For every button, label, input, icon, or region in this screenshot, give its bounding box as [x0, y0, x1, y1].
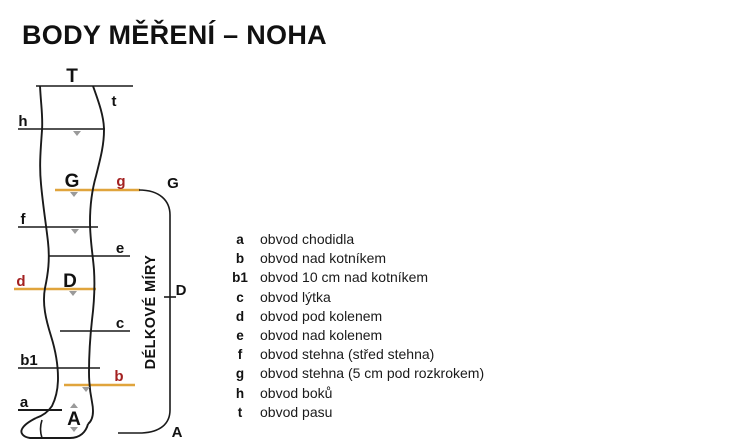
legend-description: obvod stehna (5 cm pod rozkrokem) [260, 365, 485, 382]
leg-measurement-diagram: T t h G g f e d D c b1 b a A G D A DÉLKO… [0, 60, 215, 441]
legend-key: t [237, 404, 243, 420]
legend-key: b [235, 251, 245, 267]
legend-item: t obvod pasu [220, 404, 550, 423]
leg-label-b: b [114, 368, 123, 385]
legend-item: b1 obvod 10 cm nad kotníkem [220, 269, 550, 288]
legend-description: obvod nad kolenem [260, 326, 383, 343]
legend-description: obvod pod kolenem [260, 307, 383, 324]
triangle-marker-f [71, 229, 79, 234]
length-measure-bracket [118, 189, 171, 434]
leg-label-G: G [65, 171, 80, 192]
bracket-label-g: G [167, 175, 179, 192]
legend-description: obvod 10 cm nad kotníkem [260, 269, 429, 286]
leg-label-g: g [116, 173, 125, 190]
leg-label-A: A [67, 409, 81, 430]
triangle-marker-g [70, 192, 78, 197]
legend-item: d obvod pod kolenem [220, 308, 550, 327]
vertical-caption-delkove-miry: DÉLKOVÉ MÍRY [142, 255, 159, 370]
leg-label-e: e [116, 240, 124, 257]
triangle-marker-d [69, 291, 77, 296]
legend-item: e obvod nad kolenem [220, 327, 550, 346]
triangle-marker-h [73, 131, 81, 136]
leg-label-a: a [20, 394, 29, 411]
legend-description: obvod stehna (střed stehna) [260, 346, 435, 363]
legend-key: h [235, 385, 245, 401]
triangle-marker-a-bottom [70, 427, 78, 432]
leg-label-t: t [112, 93, 117, 110]
legend-key: c [236, 289, 244, 305]
triangle-marker-b [82, 387, 90, 392]
bracket-label-a: A [172, 424, 183, 441]
legend-item: a obvod chodidla [220, 231, 550, 250]
foot-outline [20, 417, 89, 439]
leg-label-D: D [63, 271, 77, 292]
triangle-marker-a-top [70, 403, 78, 408]
legend-description: obvod lýtka [260, 288, 331, 305]
legend-key: d [235, 308, 245, 324]
leg-label-b1: b1 [20, 352, 38, 369]
legend-key: a [236, 232, 244, 247]
legend-key: b1 [232, 270, 248, 286]
toe-line [39, 419, 43, 439]
leg-outline-front [87, 85, 105, 425]
legend-description: obvod boků [260, 384, 333, 401]
leg-label-h: h [18, 113, 27, 130]
diagram-svg: T t h G g f e d D c b1 b a A G D A DÉLKO… [14, 66, 187, 441]
legend-key: g [235, 366, 245, 382]
bracket-label-d: D [176, 282, 187, 299]
legend-item: c obvod lýtka [220, 289, 550, 308]
legend-key: e [236, 327, 244, 343]
legend-description: obvod nad kotníkem [260, 250, 387, 267]
legend-item: f obvod stehna (střed stehna) [220, 346, 550, 365]
legend-description: obvod pasu [260, 403, 333, 420]
legend-description: obvod chodidla [260, 231, 355, 247]
legend-item: h obvod boků [220, 385, 550, 404]
legend-list: a obvod chodidla b obvod nad kotníkem b1… [220, 231, 550, 423]
legend-item: b obvod nad kotníkem [220, 250, 550, 269]
legend-item: g obvod stehna (5 cm pod rozkrokem) [220, 365, 550, 384]
legend-key: f [237, 347, 243, 363]
page-title: BODY MĚŘENÍ – NOHA [22, 20, 327, 50]
leg-label-f: f [21, 211, 27, 228]
leg-label-T: T [66, 66, 78, 87]
leg-label-d: d [16, 273, 25, 290]
leg-label-c: c [116, 315, 124, 332]
leg-outline-back [35, 85, 59, 419]
